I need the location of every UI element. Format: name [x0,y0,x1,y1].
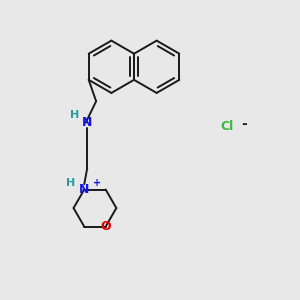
Text: Cl: Cl [221,120,234,133]
Text: +: + [93,178,101,188]
Text: -: - [242,117,248,131]
Text: H: H [70,110,79,120]
Text: N: N [82,116,92,129]
Text: O: O [100,220,111,233]
Text: N: N [79,183,89,196]
Text: H: H [66,178,76,188]
